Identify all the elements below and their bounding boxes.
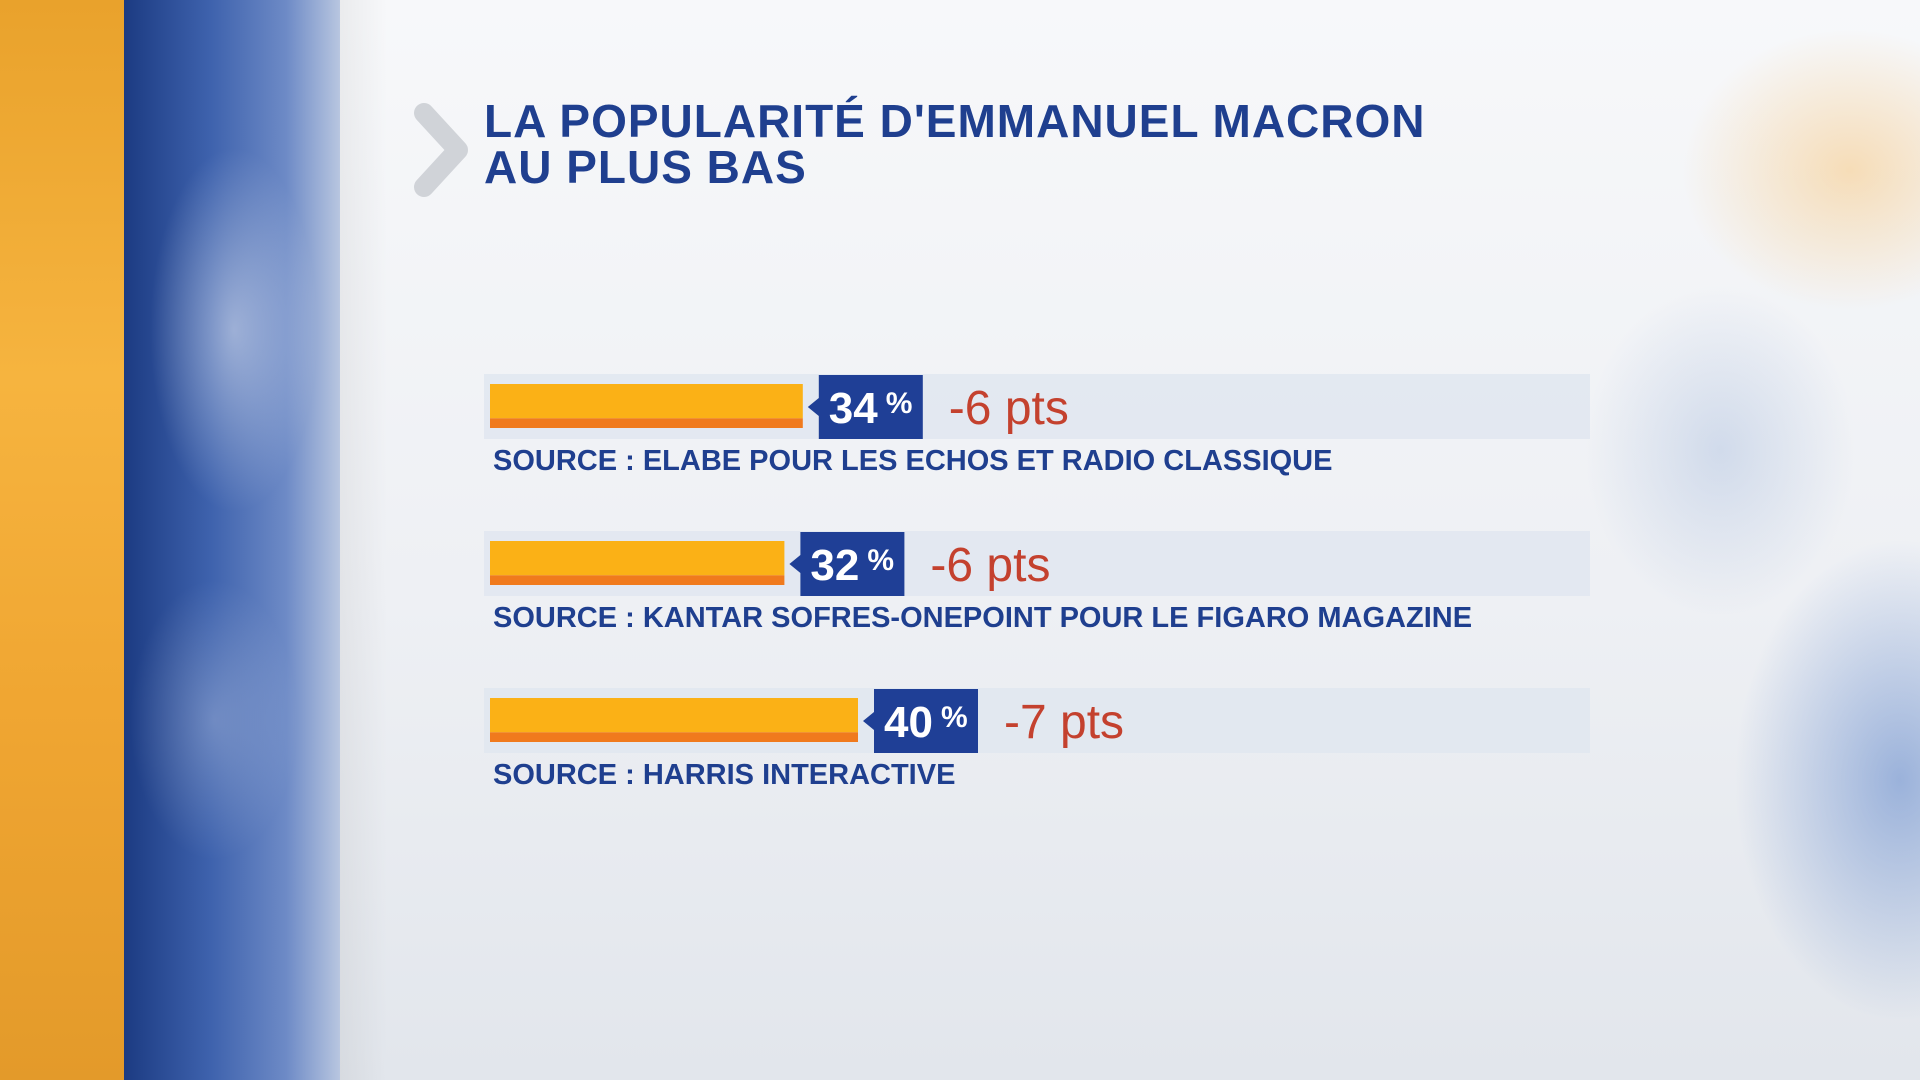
chart-title-line-1: LA POPULARITÉ D'EMMANUEL MACRON — [484, 95, 1426, 147]
value-label-box — [789, 532, 905, 596]
value-label-box — [807, 375, 923, 439]
source-label: SOURCE : KANTAR SOFRES-ONEPOINT POUR LE … — [493, 602, 1472, 634]
change-label: -6 pts — [949, 382, 1069, 435]
bar-fill — [490, 541, 785, 576]
bar-row-3: 40% -7 pts SOURCE : HARRIS INTERACTIVE — [484, 688, 1590, 791]
bar-row-2: 32% -6 pts SOURCE : KANTAR SOFRES-ONEPOINT… — [484, 531, 1590, 634]
value-label-box — [863, 689, 978, 753]
bar-row-1: 34% -6 pts SOURCE : ELABE POUR LES ECHOS E… — [484, 374, 1590, 477]
source-label: SOURCE : HARRIS INTERACTIVE — [493, 759, 955, 791]
chevron-right-icon — [414, 103, 468, 197]
percent-sign: % — [941, 701, 968, 734]
chart-title-line-2: AU PLUS BAS — [484, 141, 807, 193]
bar-fill — [490, 384, 803, 419]
source-label: SOURCE : ELABE POUR LES ECHOS ET RADIO C… — [493, 445, 1332, 477]
change-label: -6 pts — [930, 539, 1050, 592]
blue-side-stripe — [124, 0, 340, 1080]
bar-fill — [490, 698, 858, 733]
percent-sign: % — [886, 387, 913, 420]
chart-title: LA POPULARITÉ D'EMMANUEL MACRON AU PLUS … — [484, 98, 1425, 190]
bar-fill-shadow — [490, 418, 803, 428]
percent-sign: % — [867, 544, 894, 577]
value-label: 40 — [884, 698, 933, 747]
value-label: 34 — [829, 384, 878, 433]
bar-fill-shadow — [490, 575, 785, 585]
change-label: -7 pts — [1004, 696, 1124, 749]
orange-side-stripe — [0, 0, 124, 1080]
bar-fill-shadow — [490, 732, 858, 742]
value-label: 32 — [810, 541, 859, 590]
